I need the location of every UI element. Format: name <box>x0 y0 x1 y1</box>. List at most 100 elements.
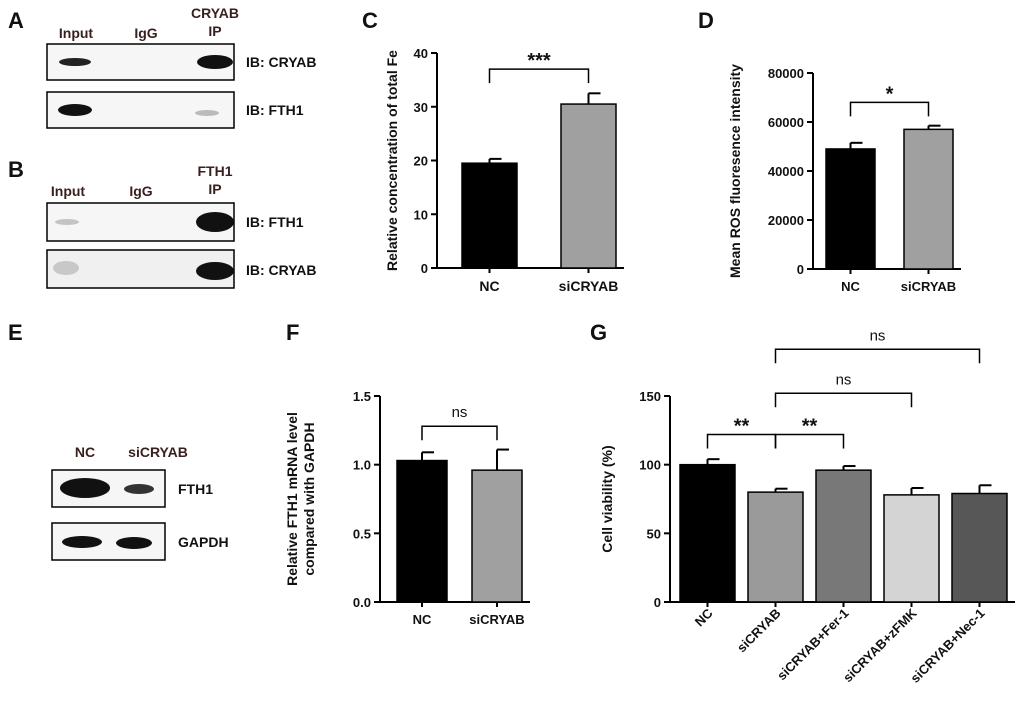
significance-label: ** <box>802 415 818 437</box>
y-tick-label: 0.0 <box>353 595 371 610</box>
blot-e-band-si-fth1 <box>124 484 154 494</box>
significance-label: * <box>886 83 894 105</box>
blot-b-band-input-fth1 <box>55 219 79 225</box>
blot-a-ib-top: IB: CRYAB <box>246 54 317 70</box>
y-axis-label: Relative concentration of total Fe <box>384 50 400 271</box>
y-tick-label: 150 <box>639 389 661 404</box>
y-axis-label-line2: compared with GAPDH <box>301 422 317 575</box>
significance-label: ** <box>734 415 750 437</box>
blot-e-band-nc-gapdh <box>62 536 102 548</box>
chart-f: 0.0 0.5 1.0 1.5 Relative FTH1 mRNA level comp… <box>284 389 530 627</box>
panel-letter-e: E <box>8 320 23 345</box>
bar <box>825 148 876 270</box>
significance-bracket <box>488 68 590 84</box>
blot-e-col-nc: NC <box>75 444 95 460</box>
significance-bracket <box>421 425 498 441</box>
bar <box>815 469 872 603</box>
y-tick-label: 60000 <box>768 115 804 130</box>
y-tick-label: 100 <box>639 458 661 473</box>
y-tick-label: 20 <box>414 154 428 169</box>
blot-b-ib-top: IB: FTH1 <box>246 214 304 230</box>
y-tick-label: 50 <box>647 526 661 541</box>
bar <box>471 469 523 603</box>
panel-letter-b: B <box>8 157 24 182</box>
y-axis-label: Cell viability (%) <box>599 445 615 552</box>
bar <box>560 103 617 269</box>
significance-bracket <box>774 392 913 408</box>
y-tick-label: 30 <box>414 100 428 115</box>
blot-b-col-ip-line1: FTH1 <box>198 163 233 179</box>
blot-a-band-ip-cryab <box>197 55 233 69</box>
blot-b-band-ip-fth1 <box>196 212 234 232</box>
category-label: siCRYAB <box>469 612 524 627</box>
category-label: siCRYAB <box>901 279 956 294</box>
y-tick-label: 40000 <box>768 164 804 179</box>
y-tick-label: 1.5 <box>353 389 371 404</box>
blot-e: NC siCRYAB FTH1 GAPDH <box>51 444 229 561</box>
blot-a: Input IgG CRYAB IP IB: CRYAB IB: FTH1 <box>46 5 317 129</box>
blot-a-col-igg: IgG <box>134 25 157 41</box>
blot-b-band-input-cryab <box>53 261 79 275</box>
category-label: NC <box>841 279 860 294</box>
panel-letter-f: F <box>286 320 299 345</box>
blot-a-ib-bottom: IB: FTH1 <box>246 102 304 118</box>
category-label: NC <box>479 278 499 294</box>
y-axis-label: Relative FTH1 mRNA level <box>284 412 300 586</box>
y-tick-label: 20000 <box>768 213 804 228</box>
blot-b-band-ip-cryab <box>196 262 234 280</box>
y-axis-label: Mean ROS fluoresence intensity <box>727 64 743 278</box>
category-label: NC <box>692 605 716 629</box>
panel-letter-c: C <box>362 8 378 33</box>
y-tick-label: 10 <box>414 207 428 222</box>
y-tick-label: 0.5 <box>353 526 371 541</box>
blot-e-col-si: siCRYAB <box>128 444 188 460</box>
significance-label: ns <box>836 371 852 388</box>
blot-e-row-bottom: GAPDH <box>178 534 229 550</box>
blot-b-ib-bottom: IB: CRYAB <box>246 262 317 278</box>
significance-label: *** <box>527 50 551 72</box>
blot-b-col-ip-line2: IP <box>208 181 221 197</box>
category-label: siCRYAB <box>734 606 784 656</box>
significance-bracket <box>849 101 930 117</box>
panel-letter-a: A <box>8 8 24 33</box>
panel-letter-g: G <box>590 320 607 345</box>
significance-bracket <box>774 348 981 364</box>
significance-label: ns <box>452 404 468 421</box>
bar <box>679 463 736 603</box>
blot-a-band-input-cryab <box>59 58 91 66</box>
blot-a-band-input-fth1 <box>58 104 92 116</box>
blot-e-row-top: FTH1 <box>178 481 213 497</box>
y-tick-label: 80000 <box>768 66 804 81</box>
category-label: siCRYAB <box>559 278 619 294</box>
category-label: siCRYAB+Fer-1 <box>774 606 852 684</box>
significance-bracket <box>774 433 845 449</box>
y-tick-label: 1.0 <box>353 458 371 473</box>
bar <box>747 491 804 603</box>
y-tick-label: 0 <box>421 261 428 276</box>
chart-d: 0 20000 40000 60000 80000 Mean ROS fluoresenc… <box>727 64 961 294</box>
bar <box>461 162 518 269</box>
category-label: NC <box>413 612 432 627</box>
chart-c: 0 10 20 30 40 Relative concentration of total… <box>384 46 624 294</box>
significance-label: ns <box>870 327 886 344</box>
bar <box>903 128 954 270</box>
bar <box>883 494 940 603</box>
y-tick-label: 0 <box>797 262 804 277</box>
panel-letter-d: D <box>698 8 714 33</box>
y-tick-label: 40 <box>414 46 428 61</box>
bar <box>951 492 1008 603</box>
blot-e-band-si-gapdh <box>116 537 152 549</box>
blot-b-col-input: Input <box>51 183 86 199</box>
bar <box>396 459 448 603</box>
blot-b: Input IgG FTH1 IP IB: FTH1 IB: CRYAB <box>46 163 317 289</box>
blot-a-col-ip-line2: IP <box>208 23 221 39</box>
blot-a-col-input: Input <box>59 25 94 41</box>
blot-a-band-ip-fth1 <box>195 110 219 116</box>
blot-e-band-nc-fth1 <box>60 478 110 498</box>
blot-a-col-ip-line1: CRYAB <box>191 5 239 21</box>
y-tick-label: 0 <box>654 595 661 610</box>
category-label: siCRYAB+Nec-1 <box>907 606 987 686</box>
blot-b-col-igg: IgG <box>129 183 152 199</box>
